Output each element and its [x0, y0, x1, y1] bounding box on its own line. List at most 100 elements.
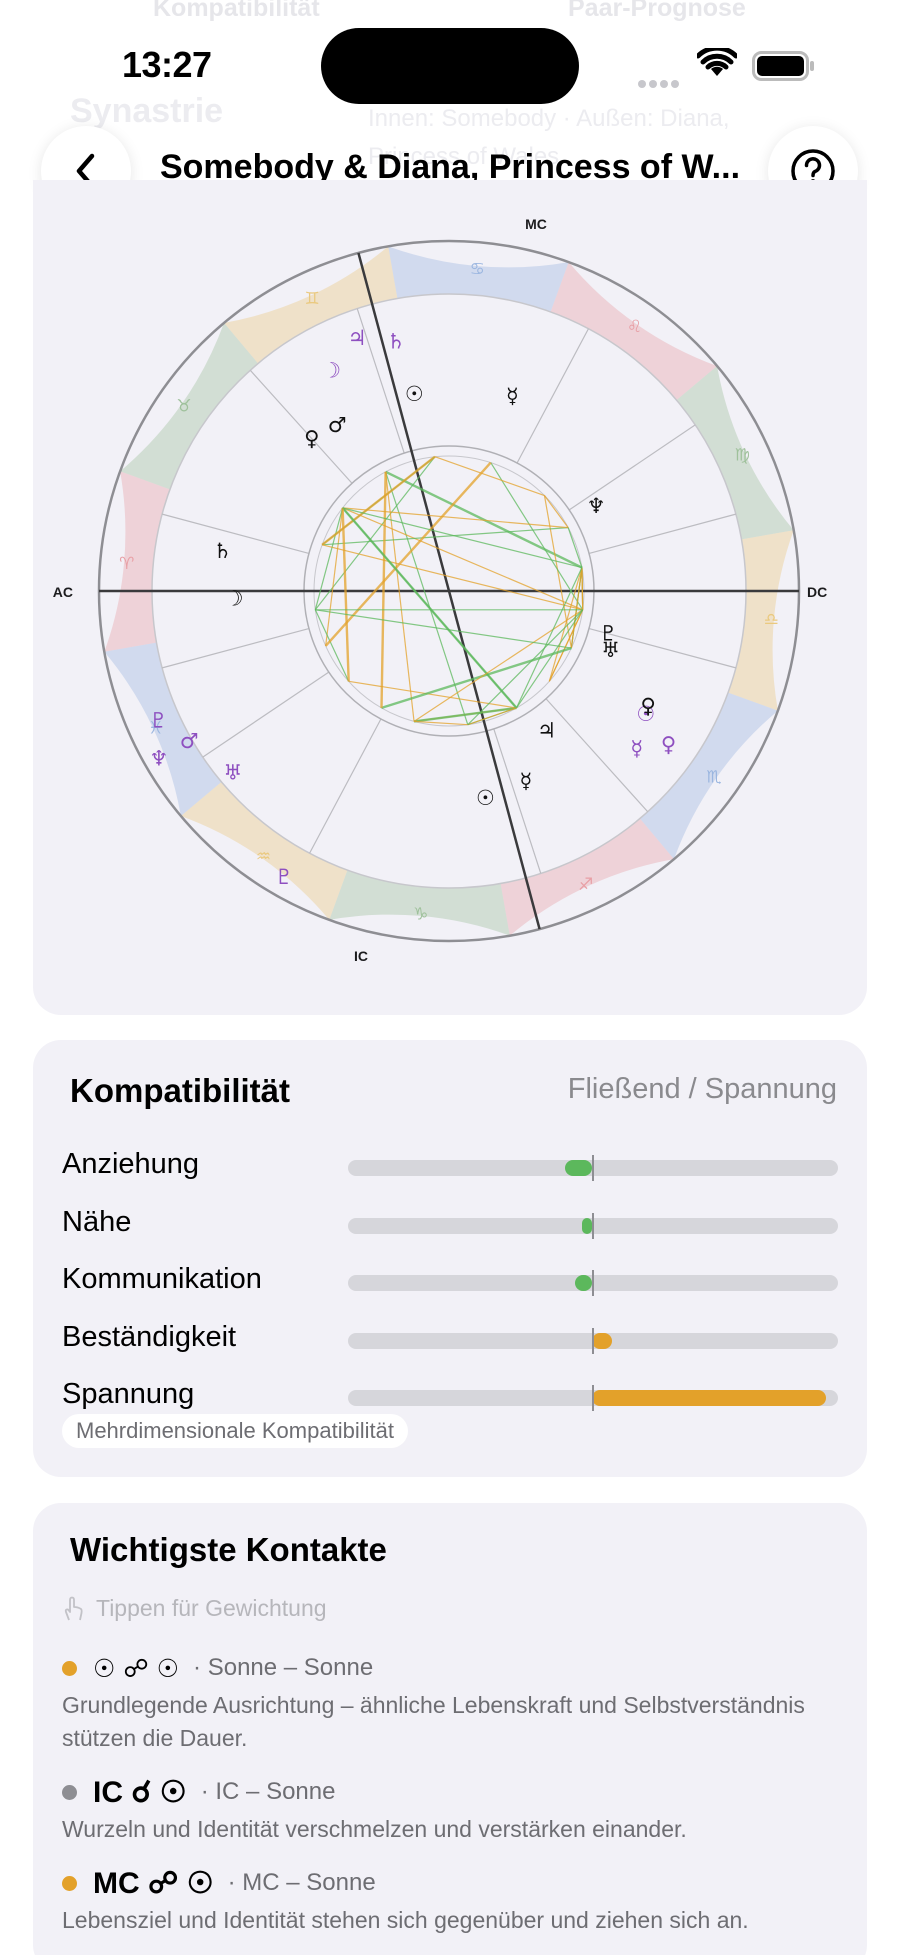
contact-pair-label: · Sonne – Sonne [193, 1654, 374, 1681]
metric-bar-center-tick [592, 1155, 594, 1181]
native-planet-glyph: ♆ [587, 494, 606, 518]
zodiac-sign-glyph: ♉ [176, 396, 191, 416]
native-planet-glyph: ☿ [519, 769, 532, 793]
ghost-section-subtitle: Innen: Somebody · Außen: Diana, Princess… [368, 105, 730, 170]
metric-bar-fill [582, 1217, 592, 1234]
tap-hint: Tippen für Gewichtung [62, 1595, 327, 1622]
metric-label: Beständigkeit [62, 1320, 237, 1353]
house-cusp-line [356, 308, 405, 454]
aspect-line [543, 495, 572, 649]
aspect-line [467, 609, 584, 726]
aspect-line [341, 507, 518, 709]
segmented-tabs-ghost: Kompatibilität Paar-Prognose [0, 0, 900, 30]
tab-kompatibilitaet: Kompatibilität [153, 0, 320, 22]
zodiac-sector [676, 366, 794, 540]
contact-description: Lebensziel und Identität stehen sich geg… [62, 1907, 749, 1933]
native-planet-glyph: ♀ [640, 694, 655, 718]
battery-icon [752, 51, 814, 81]
contact-description: Grundlegende Ausrichtung – ähnliche Lebe… [62, 1692, 805, 1751]
aspect-line [314, 507, 344, 610]
aspect-line [515, 567, 583, 709]
aspect-line [321, 544, 583, 611]
aspect-line [548, 609, 584, 682]
compatibility-title: Kompatibilität [70, 1072, 290, 1109]
metric-bar-fill [592, 1390, 827, 1406]
zodiac-sector [500, 818, 674, 936]
angle-label-ac: AC [53, 584, 73, 600]
native-planet-glyph: ♅ [601, 638, 620, 662]
aspect-line [342, 507, 583, 611]
aspect-line [467, 707, 517, 726]
key-contacts-card: Wichtigste Kontakte Tippen für Gewichtun… [33, 1503, 867, 1955]
contact-description: Wurzeln und Identität verschmelzen und v… [62, 1816, 687, 1842]
zodiac-sign-glyph: ♒ [256, 847, 271, 867]
aspect-line [434, 456, 545, 497]
metric-bar-fill [574, 1275, 592, 1291]
contact-item[interactable]: ☉ ☍ ☉ · Sonne – Sonne Grundlegende Ausrich… [62, 1651, 852, 1755]
native-planet-glyph: ♃ [537, 718, 556, 742]
metric-bar-track [348, 1327, 838, 1354]
house-cusp-line [516, 328, 589, 464]
contact-weight-dot [62, 1784, 77, 1800]
house-cusp-line [161, 513, 310, 555]
aspect-line [548, 567, 583, 682]
house-cusp-line [568, 424, 696, 511]
aspect-line [342, 507, 583, 569]
zodiac-sign-glyph: ♊ [305, 289, 320, 309]
house-cusp-line [161, 627, 310, 669]
metric-bar-center-tick [592, 1270, 594, 1296]
zodiac-sign-glyph: ♓ [148, 719, 163, 739]
multidimensional-compatibility-pill[interactable]: Mehrdimensionale Kompatibilität [62, 1414, 408, 1448]
metric-bar-track [348, 1212, 838, 1239]
aspect-line [413, 706, 517, 723]
metric-bar-center-tick [592, 1212, 594, 1239]
zodiac-sign-glyph: ♍ [735, 445, 750, 465]
partner-planet-glyph: ♀ [661, 733, 676, 757]
zodiac-sign-glyph: ♎ [764, 610, 779, 630]
metric-bar-center-tick [592, 1327, 594, 1354]
tab-paar-prognose: Paar-Prognose [568, 0, 746, 22]
native-planet-glyph: ♇ [599, 622, 618, 646]
native-planet-glyph: ☽ [225, 587, 244, 611]
dynamic-island [321, 28, 579, 104]
partner-planet-glyph: ♅ [224, 760, 243, 784]
metric-label: Anziehung [62, 1148, 200, 1180]
zodiac-sector [180, 781, 348, 920]
contact-weight-dot [62, 1875, 77, 1891]
zodiac-sign-glyph: ♈ [119, 554, 134, 574]
zodiac-sector [224, 246, 398, 364]
metric-bar-track [348, 1155, 838, 1181]
contact-pair-label: · MC – Sonne [227, 1869, 376, 1896]
ghost-section-title: Synastrie [70, 92, 224, 130]
status-bar: 13:27 [0, 0, 900, 130]
partner-planet-glyph: ♂ [180, 729, 199, 753]
partner-planet-glyph: ☉ [636, 702, 655, 726]
metric-bar-fill [565, 1160, 592, 1176]
zodiac-sector [639, 692, 778, 860]
native-planet-glyph: ♂ [328, 413, 347, 437]
metric-label: Nähe [62, 1205, 132, 1238]
aspect-line [516, 609, 584, 709]
wifi-icon [697, 48, 737, 76]
contact-item[interactable]: IC ☌ ☉ · IC – Sonne Wurzeln und Identität … [62, 1775, 852, 1846]
partner-planet-glyph: ♇ [275, 865, 294, 889]
house-cusp-line [545, 698, 649, 813]
aspect-line [567, 527, 583, 568]
partner-planet-glyph: ☿ [630, 736, 643, 760]
metric-bar-fill [592, 1332, 612, 1349]
house-cusp-line [309, 718, 382, 854]
cellular-signal-icon [638, 73, 682, 92]
partner-planet-glyph: ♃ [348, 326, 367, 350]
contact-pair-label: · IC – Sonne [200, 1778, 336, 1805]
contact-item[interactable]: MC ☍ ☉ · MC – Sonne Lebensziel und Identit… [62, 1866, 852, 1937]
partner-planet-glyph: ♇ [149, 708, 168, 732]
house-cusp-line [493, 728, 542, 874]
key-contacts-title: Wichtigste Kontakte [70, 1531, 387, 1568]
aspect-line [413, 609, 584, 722]
house-cusp-line [202, 671, 330, 758]
aspect-line [385, 471, 415, 722]
angle-axis-line [357, 252, 541, 930]
aspect-line [314, 609, 350, 682]
contact-aspect-glyphs: MC ☍ ☉ [93, 1866, 214, 1900]
